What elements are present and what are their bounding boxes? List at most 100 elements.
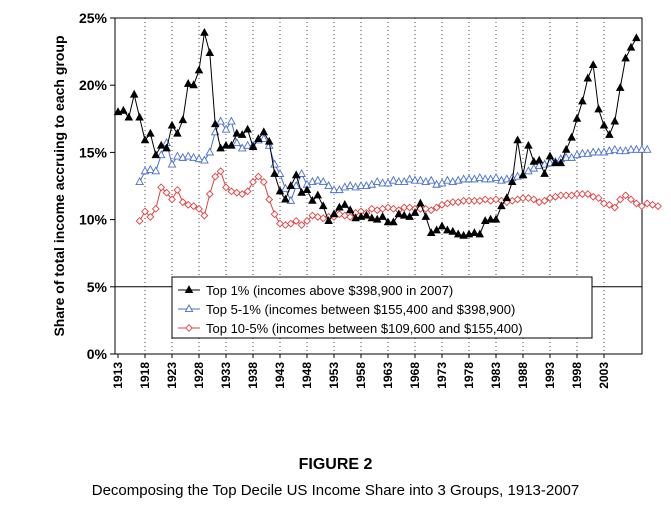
data-point [372,177,382,186]
data-point [492,195,500,204]
data-point [340,211,349,220]
data-point [221,124,231,133]
data-point [654,202,662,211]
y-axis: 0% 5% 10% 15% 20% 25% [79,10,115,362]
data-point [405,203,414,212]
data-point [632,33,641,42]
data-point [567,132,576,141]
data-point [264,136,274,145]
data-point [632,199,641,208]
data-point [183,79,193,87]
data-point [405,174,414,183]
data-point [389,217,398,226]
data-point [594,104,603,113]
data-point [124,112,134,121]
data-point [572,113,582,122]
data-point [475,229,485,238]
data-point [232,128,242,137]
data-point [232,138,242,147]
data-point [588,147,598,156]
data-point [146,212,155,221]
data-point [205,48,215,56]
data-point [459,174,468,183]
data-point [254,134,263,142]
legend-marker [184,304,194,313]
data-point [205,147,215,156]
data-point [264,140,274,149]
data-point [540,196,549,205]
data-point [141,207,149,216]
y-tick-label: 15% [79,144,108,160]
data-point [524,140,533,149]
data-point [259,127,269,136]
data-point [410,208,420,216]
data-point [529,195,538,204]
data-point [129,89,139,98]
data-point [459,196,468,205]
data-point [119,105,128,114]
data-point [637,144,647,153]
data-point [540,169,549,177]
data-point [470,196,479,205]
data-point [551,158,560,167]
data-point [491,172,501,181]
data-point [318,201,328,210]
data-point [410,175,420,184]
data-point [313,175,323,184]
data-point [178,115,188,124]
data-point [556,158,566,167]
data-point [367,213,377,222]
data-point [615,146,625,155]
data-point [605,130,614,138]
data-point [453,229,463,238]
data-point [151,150,161,159]
data-point [383,217,393,226]
data-point [599,120,609,129]
data-point [259,134,269,143]
x-tick-label: 1943 [273,362,287,389]
data-point [200,211,209,220]
data-point [616,195,625,204]
data-point [464,174,474,183]
x-tick-label: 1988 [516,362,530,389]
data-point [432,203,441,212]
y-tick-label: 20% [79,77,108,93]
data-point [168,195,176,204]
data-point [276,219,284,228]
data-point [427,206,436,215]
legend-label: Top 5-1% (incomes between $155,400 and $… [206,302,515,317]
data-point [156,150,166,159]
data-point [243,140,252,149]
y-tick-label: 0% [87,346,108,362]
data-point [367,204,376,213]
data-point [626,42,636,51]
legend-label: Top 10-5% (incomes between $109,600 and … [206,321,523,336]
data-point [610,144,620,153]
data-point [605,200,614,209]
data-point [151,166,161,175]
data-point [329,209,339,218]
x-tick-label: 1958 [354,362,368,389]
data-point [518,170,528,179]
x-tick-label: 1948 [300,362,314,389]
x-tick-label: 1998 [570,362,584,389]
data-point [421,212,431,220]
data-point [265,195,274,204]
x-tick-label: 1968 [408,362,422,389]
x-tick-label: 1933 [219,362,233,389]
data-point [610,203,619,212]
data-point [189,202,198,211]
figure-caption: Decomposing the Top Decile US Income Sha… [91,482,580,499]
data-point [308,195,317,204]
data-point [470,228,479,237]
x-tick-label: 1913 [111,362,125,389]
data-point [583,190,592,199]
data-point [292,217,301,225]
legend: Top 1% (incomes above $398,900 in 2007) T… [171,276,593,339]
x-tick-label: 1923 [165,362,179,389]
y-tick-label: 5% [87,279,108,295]
data-point [227,187,236,196]
data-point [270,169,279,177]
data-point [600,199,608,208]
data-point [378,178,387,187]
